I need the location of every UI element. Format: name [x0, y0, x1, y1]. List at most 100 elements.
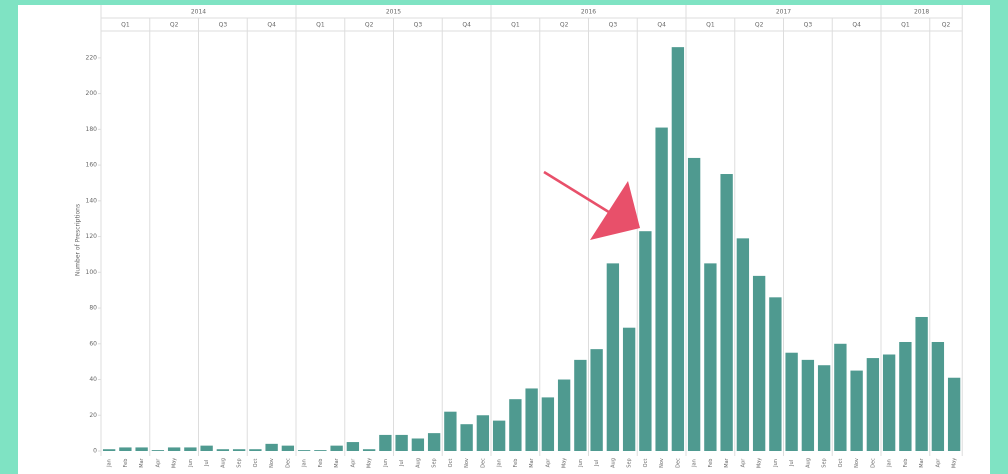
x-tick-label: Oct	[838, 459, 844, 468]
bar	[720, 174, 733, 452]
x-tick-label: Feb	[903, 459, 909, 468]
y-tick-label: 80	[89, 305, 97, 312]
bar	[119, 447, 132, 451]
quarter-label: Q2	[560, 22, 569, 29]
bar	[736, 238, 750, 451]
bar	[102, 449, 116, 451]
quarter-label: Q3	[804, 22, 813, 29]
quarter-label: Q4	[852, 22, 861, 29]
bar	[525, 388, 538, 451]
year-label: 2015	[386, 9, 401, 16]
y-tick-label: 160	[86, 162, 98, 169]
x-tick-label: Oct	[253, 459, 259, 468]
quarter-label: Q1	[901, 22, 910, 29]
bar	[167, 447, 181, 451]
x-tick-label: Apr	[740, 458, 746, 468]
quarter-label: Q4	[267, 22, 276, 29]
bar	[671, 47, 685, 451]
quarter-label: Q1	[511, 22, 520, 29]
y-tick-label: 180	[86, 126, 98, 133]
x-tick-label: Dec	[285, 458, 291, 468]
bar	[899, 341, 912, 451]
x-tick-label: Feb	[123, 459, 129, 468]
y-tick-label: 100	[86, 269, 98, 276]
x-tick-label: Feb	[513, 459, 519, 468]
quarter-label: Q2	[170, 22, 179, 29]
x-tick-label: Nov	[269, 458, 275, 468]
bar	[346, 442, 360, 451]
bar	[362, 449, 376, 451]
x-tick-label: Feb	[318, 459, 324, 468]
y-tick-label: 20	[89, 412, 97, 419]
y-tick-label: 60	[89, 340, 97, 347]
bar	[151, 450, 165, 451]
x-tick-label: May	[562, 458, 568, 468]
arrow-head	[590, 181, 640, 240]
x-tick-label: Jul	[789, 460, 795, 467]
x-tick-label: Mar	[334, 457, 340, 467]
x-tick-label: Sep	[237, 458, 243, 467]
bar	[606, 263, 620, 451]
x-tick-label: Jul	[204, 460, 210, 467]
bar	[476, 415, 490, 451]
quarter-label: Q2	[942, 22, 951, 29]
bar	[655, 127, 668, 452]
bar	[947, 377, 961, 451]
year-label: 2017	[776, 9, 791, 16]
quarter-label: Q4	[657, 22, 666, 29]
x-tick-label: Oct	[448, 459, 454, 468]
x-tick-label: Mar	[919, 457, 925, 467]
x-tick-label: Mar	[724, 457, 730, 467]
bar	[866, 358, 880, 451]
bar	[769, 297, 782, 451]
x-tick-label: Sep	[432, 458, 438, 467]
x-tick-label: Dec	[675, 458, 681, 468]
x-tick-label: Aug	[415, 458, 421, 468]
bar	[281, 445, 295, 451]
x-tick-label: Jan	[497, 459, 503, 468]
bar	[297, 450, 311, 451]
bar	[931, 341, 945, 451]
x-tick-label: Nov	[464, 458, 470, 468]
y-tick-label: 220	[86, 54, 98, 61]
y-tick-label: 140	[86, 197, 98, 204]
bar	[817, 365, 831, 451]
x-tick-label: Aug	[805, 458, 811, 468]
quarter-label: Q2	[365, 22, 374, 29]
bar	[752, 275, 766, 451]
bar	[184, 447, 197, 451]
quarter-label: Q2	[755, 22, 764, 29]
bar	[850, 370, 863, 451]
x-tick-label: Nov	[854, 458, 860, 468]
x-tick-label: Apr	[350, 458, 356, 468]
bar	[834, 343, 847, 451]
bar	[639, 231, 652, 451]
x-tick-label: Aug	[610, 458, 616, 468]
bar	[590, 349, 603, 451]
bar	[622, 327, 636, 451]
bar	[265, 443, 278, 451]
x-tick-label: Jan	[107, 459, 113, 468]
x-tick-label: Jan	[887, 459, 893, 468]
x-tick-label: Mar	[529, 457, 535, 467]
bar	[460, 424, 473, 451]
bar	[379, 434, 392, 451]
bar	[249, 449, 262, 451]
quarter-label: Q1	[121, 22, 130, 29]
x-tick-label: Jul	[594, 460, 600, 467]
y-axis-title: Number of Prescriptions	[75, 204, 82, 276]
bar	[915, 316, 928, 451]
x-tick-label: Jan	[302, 459, 308, 468]
year-label: 2016	[581, 9, 596, 16]
y-tick-label: 0	[93, 448, 97, 455]
bar	[557, 379, 571, 451]
x-tick-label: Jun	[383, 459, 389, 468]
plot: Q1 Q2 Q3 Q4 Q1 Q2 Q3 Q4 Q1 Q2 Q3 Q4 Q1 Q2 Q3 Q4 Q1 Q22014…	[86, 5, 963, 468]
x-tick-label: Feb	[708, 459, 714, 468]
x-tick-label: May	[172, 458, 178, 468]
bar	[785, 352, 798, 451]
x-tick-label: Dec	[480, 458, 486, 468]
bar	[541, 397, 555, 451]
quarter-label: Q1	[316, 22, 325, 29]
